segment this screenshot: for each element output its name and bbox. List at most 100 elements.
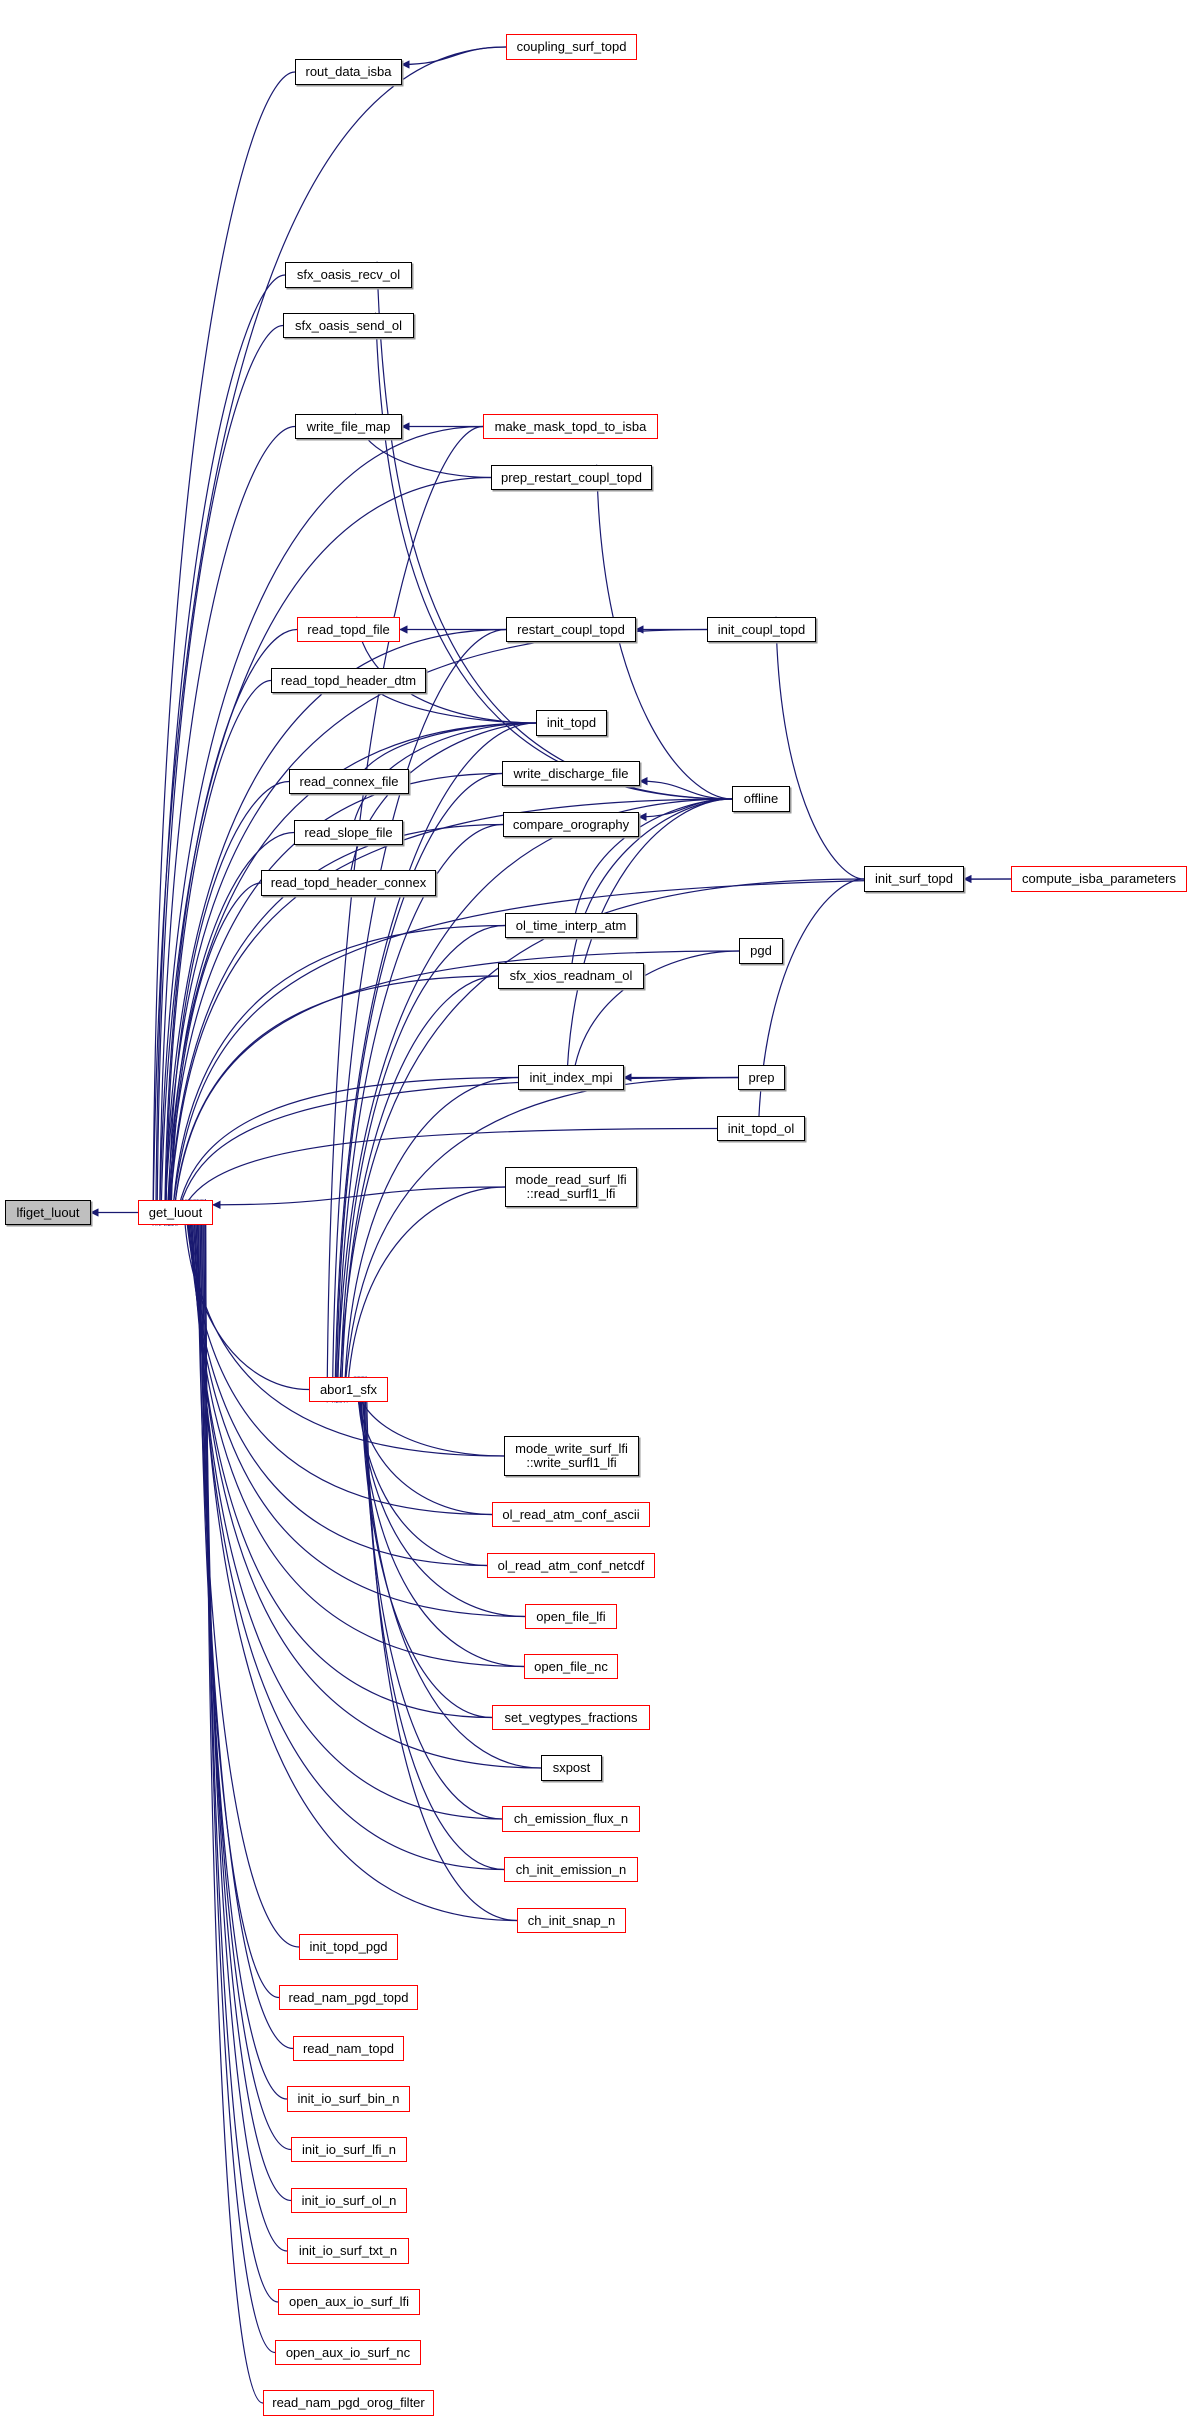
edge-read_topd_header_dtm-to-get_luout xyxy=(161,679,272,1226)
edge-init_io_surf_bin_n-to-get_luout xyxy=(197,1199,288,2100)
node-init-topd-ol[interactable]: init_topd_ol xyxy=(717,1116,805,1141)
node-init-io-surf-lfi-n[interactable]: init_io_surf_lfi_n xyxy=(291,2137,407,2162)
edge-compare_orography-to-get_luout xyxy=(165,823,504,1226)
edge-init_surf_topd-to-abor1_sfx xyxy=(335,878,865,1403)
node-ol-read-atm-conf-ascii[interactable]: ol_read_atm_conf_ascii xyxy=(492,1502,650,1527)
edge-write_file_map-to-get_luout xyxy=(155,425,296,1226)
edge-init_index_mpi-to-abor1_sfx xyxy=(340,1076,519,1403)
node-make-mask-topd-to-isba[interactable]: make_mask_topd_to_isba xyxy=(483,414,658,439)
edge-coupling_surf_topd-to-rout_data_isba xyxy=(401,46,507,69)
node-write-discharge-file[interactable]: write_discharge_file xyxy=(502,761,640,786)
edge-init_topd_ol-to-get_luout xyxy=(174,1127,718,1226)
node-init-io-surf-ol-n[interactable]: init_io_surf_ol_n xyxy=(291,2188,407,2213)
node-init-io-surf-bin-n[interactable]: init_io_surf_bin_n xyxy=(287,2086,410,2112)
edge-offline-to-compare_orography xyxy=(638,798,733,822)
edge-read_topd_header_connex-to-get_luout xyxy=(166,882,262,1226)
edge-sfx_oasis_recv_ol-to-get_luout xyxy=(151,274,286,1226)
node-sxpost[interactable]: sxpost xyxy=(541,1755,602,1781)
edge-make_mask_topd_to_isba-to-abor1_sfx xyxy=(322,425,484,1403)
node-prep[interactable]: prep xyxy=(738,1065,785,1090)
node-mode-write-surf-lfi[interactable]: mode_write_surf_lfi ::write_surfl1_lfi xyxy=(504,1436,639,1476)
edge-offline-to-init_index_mpi xyxy=(562,798,733,1091)
node-sfx-oasis-recv-ol[interactable]: sfx_oasis_recv_ol xyxy=(285,262,412,288)
edge-ch_init_emission_n-to-get_luout xyxy=(191,1199,505,1871)
node-ch-init-emission-n[interactable]: ch_init_emission_n xyxy=(504,1857,638,1882)
edge-open_file_lfi-to-abor1_sfx xyxy=(354,1376,526,1618)
edge-rout_data_isba-to-get_luout xyxy=(148,71,296,1226)
edge-prep-to-abor1_sfx xyxy=(340,1076,739,1403)
edge-mode_read_surf_lfi-to-abor1_sfx xyxy=(343,1186,506,1403)
edge-open_file_nc-to-get_luout xyxy=(186,1199,525,1668)
edge-init_surf_topd-to-init_coupl_topd xyxy=(771,616,865,880)
node-init-coupl-topd[interactable]: init_coupl_topd xyxy=(707,617,816,642)
edge-read_connex_file-to-get_luout xyxy=(164,780,290,1226)
node-read-topd-file[interactable]: read_topd_file xyxy=(297,617,400,642)
edge-sfx_xios_readnam_ol-to-get_luout xyxy=(169,975,499,1226)
edge-init_index_mpi-to-get_luout xyxy=(172,1076,519,1226)
node-open-file-nc[interactable]: open_file_nc xyxy=(524,1654,618,1679)
edge-offline-to-sfx_oasis_send_ol xyxy=(371,312,733,800)
edge-ch_init_snap_n-to-abor1_sfx xyxy=(362,1376,518,1922)
edge-ol_time_interp_atm-to-get_luout xyxy=(168,924,506,1226)
node-sfx-oasis-send-ol[interactable]: sfx_oasis_send_ol xyxy=(283,313,414,338)
node-read-slope-file[interactable]: read_slope_file xyxy=(294,820,403,845)
node-init-index-mpi[interactable]: init_index_mpi xyxy=(518,1065,624,1090)
node-sfx-xios-readnam-ol[interactable]: sfx_xios_readnam_ol xyxy=(498,963,644,989)
node-read-nam-topd[interactable]: read_nam_topd xyxy=(293,2036,404,2061)
edge-mode_read_surf_lfi-to-get_luout xyxy=(212,1186,506,1210)
node-ch-emission-flux-n[interactable]: ch_emission_flux_n xyxy=(502,1806,640,1832)
node-init-surf-topd[interactable]: init_surf_topd xyxy=(864,866,964,892)
node-read-nam-pgd-orog-filter[interactable]: read_nam_pgd_orog_filter xyxy=(263,2390,434,2416)
edge-init_surf_topd-to-init_topd_ol xyxy=(754,878,865,1142)
node-init-topd[interactable]: init_topd xyxy=(536,710,607,736)
edge-offline-to-prep_restart_coupl_topd xyxy=(592,464,733,800)
node-open-file-lfi[interactable]: open_file_lfi xyxy=(525,1604,617,1629)
node-write-file-map[interactable]: write_file_map xyxy=(295,414,402,439)
node-compute-isba-parameters[interactable]: compute_isba_parameters xyxy=(1011,866,1187,892)
node-ol-time-interp-atm[interactable]: ol_time_interp_atm xyxy=(505,913,637,938)
node-read-nam-pgd-topd[interactable]: read_nam_pgd_topd xyxy=(279,1985,418,2010)
edge-compare_orography-to-abor1_sfx xyxy=(333,823,504,1403)
edge-offline-to-sfx_oasis_recv_ol xyxy=(373,261,733,800)
edge-ch_emission_flux_n-to-abor1_sfx xyxy=(359,1376,503,1820)
node-prep-restart-coupl-topd[interactable]: prep_restart_coupl_topd xyxy=(491,465,652,490)
edge-offline-to-get_luout xyxy=(165,798,733,1226)
edge-write_discharge_file-to-abor1_sfx xyxy=(332,772,503,1403)
edge-prep-to-get_luout xyxy=(172,1076,739,1226)
edge-init_topd-to-get_luout xyxy=(163,722,537,1226)
edge-abor1_sfx-to-get_luout xyxy=(179,1199,310,1391)
edge-read_nam_pgd_orog_filter-to-get_luout xyxy=(201,1199,264,2404)
node-set-vegtypes-fractions[interactable]: set_vegtypes_fractions xyxy=(492,1705,650,1730)
node-lfiget-luout: lfiget_luout xyxy=(5,1200,91,1225)
node-init-topd-pgd[interactable]: init_topd_pgd xyxy=(299,1934,398,1960)
edge-offline-to-abor1_sfx xyxy=(332,798,733,1403)
edge-prep_restart_coupl_topd-to-get_luout xyxy=(156,476,492,1226)
edge-ch_init_emission_n-to-abor1_sfx xyxy=(360,1376,505,1871)
node-read-connex-file[interactable]: read_connex_file xyxy=(289,769,409,794)
node-read-topd-header-connex[interactable]: read_topd_header_connex xyxy=(261,870,436,896)
node-offline[interactable]: offline xyxy=(732,786,790,812)
node-compare-orography[interactable]: compare_orography xyxy=(503,812,639,837)
edge-make_mask_topd_to_isba-to-get_luout xyxy=(155,425,484,1226)
edge-open_file_lfi-to-get_luout xyxy=(185,1199,526,1618)
node-read-topd-header-dtm[interactable]: read_topd_header_dtm xyxy=(271,668,426,693)
edge-restart_coupl_topd-to-get_luout xyxy=(160,628,507,1226)
node-rout-data-isba[interactable]: rout_data_isba xyxy=(295,59,402,85)
node-restart-coupl-topd[interactable]: restart_coupl_topd xyxy=(506,617,636,642)
edge-restart_coupl_topd-to-abor1_sfx xyxy=(328,628,507,1403)
node-init-io-surf-txt-n[interactable]: init_io_surf_txt_n xyxy=(287,2238,409,2264)
node-get-luout[interactable]: get_luout xyxy=(138,1200,213,1225)
node-ol-read-atm-conf-netcdf[interactable]: ol_read_atm_conf_netcdf xyxy=(487,1553,655,1578)
node-coupling-surf-topd[interactable]: coupling_surf_topd xyxy=(506,34,637,60)
node-abor1-sfx[interactable]: abor1_sfx xyxy=(309,1377,388,1402)
edge-offline-to-write_discharge_file xyxy=(639,776,733,800)
node-mode-read-surf-lfi[interactable]: mode_read_surf_lfi ::read_surfl1_lfi xyxy=(505,1167,637,1207)
edge-read_slope_file-to-get_luout xyxy=(165,831,295,1226)
node-open-aux-io-surf-lfi[interactable]: open_aux_io_surf_lfi xyxy=(278,2289,420,2315)
node-open-aux-io-surf-nc[interactable]: open_aux_io_surf_nc xyxy=(275,2340,421,2365)
node-ch-init-snap-n[interactable]: ch_init_snap_n xyxy=(517,1908,626,1933)
node-pgd[interactable]: pgd xyxy=(739,938,783,964)
edge-ol_time_interp_atm-to-abor1_sfx xyxy=(336,924,506,1403)
